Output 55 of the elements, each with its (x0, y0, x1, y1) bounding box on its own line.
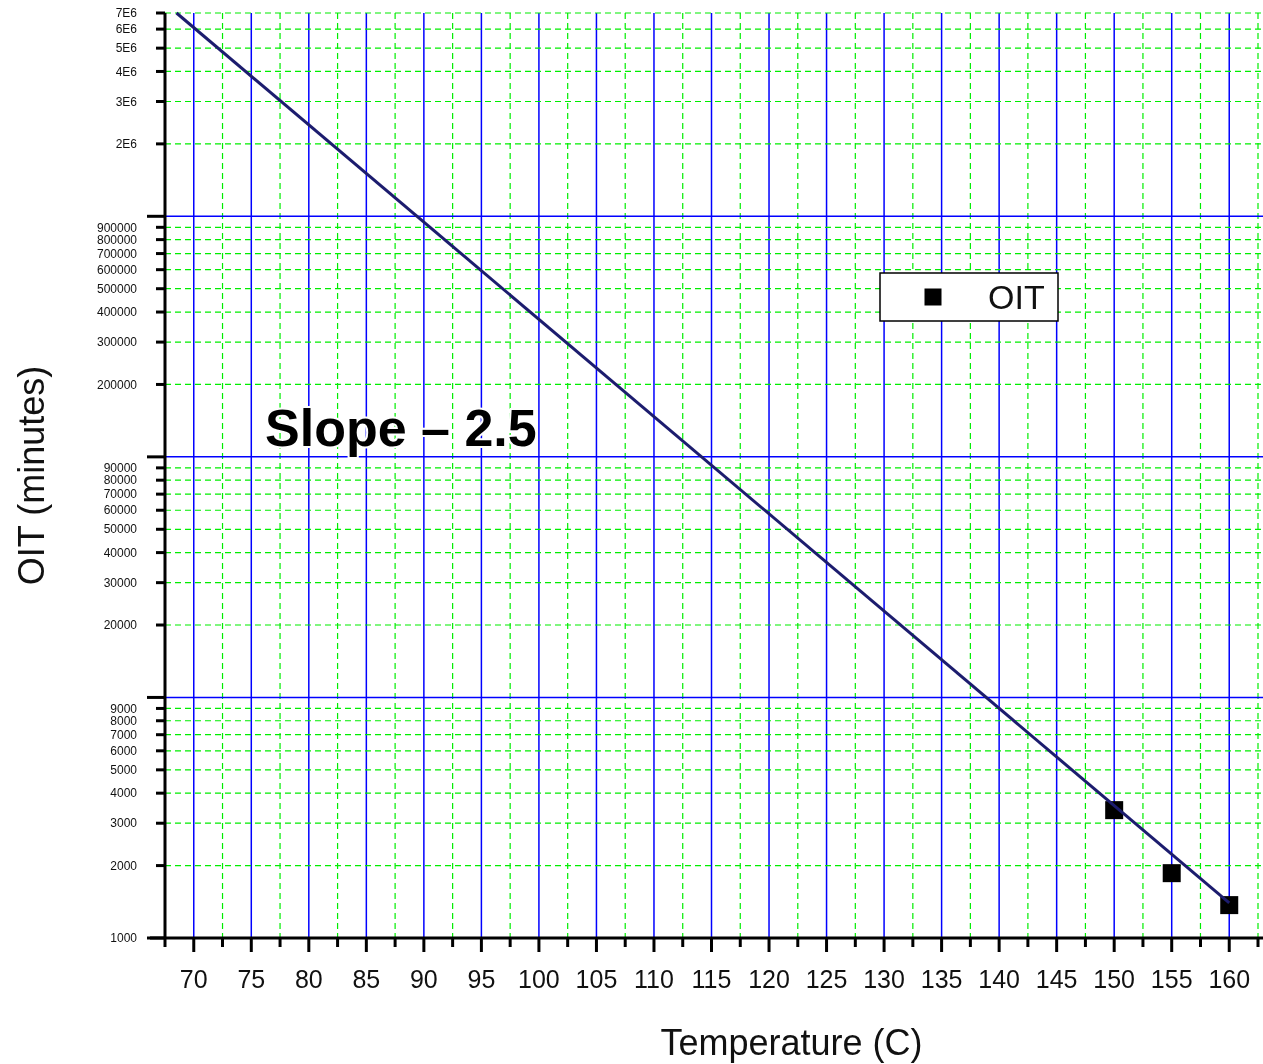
x-tick-label: 130 (863, 965, 905, 993)
y-tick-label: 200000 (96, 377, 138, 392)
y-tick-label: 6E6 (115, 22, 138, 37)
y-tick-label: 3000 (110, 816, 138, 831)
x-tick-label: 90 (409, 965, 438, 993)
y-tick-label: 2000 (110, 858, 138, 873)
x-tick-label: 100 (518, 965, 560, 993)
y-tick-label: 600000 (96, 262, 138, 277)
y-tick-label: 5E6 (115, 41, 138, 56)
x-tick-label: 110 (634, 965, 674, 993)
y-tick-label: 20000 (103, 618, 138, 633)
x-tick-label: 150 (1093, 965, 1136, 993)
y-tick-label: 70000 (103, 487, 138, 502)
point (1220, 896, 1239, 915)
point (1162, 864, 1181, 883)
x-tick-label: 115 (691, 965, 732, 993)
y-tick-label: 800000 (96, 232, 138, 247)
x-tick-label: 145 (1035, 965, 1078, 993)
y-tick-label: 4000 (110, 786, 138, 801)
y-tick-label: 300000 (96, 335, 138, 350)
x-tick-label: 75 (237, 965, 266, 993)
y-tick-label: 700000 (96, 246, 138, 261)
y-tick-label: 1000 (110, 931, 138, 946)
x-tick-label: 85 (352, 965, 381, 993)
y-tick-label: 900000 (96, 220, 138, 235)
x-tick-label: 80 (294, 965, 323, 993)
y-tick-label: 7E6 (115, 6, 138, 21)
x-tick-label: 155 (1150, 965, 1193, 993)
y-axis-title: OIT (minutes) (11, 365, 52, 586)
y-tick-label: 50000 (103, 522, 138, 537)
y-tick-label: 80000 (103, 473, 138, 488)
x-tick-label: 160 (1208, 965, 1251, 993)
y-tick-label: 30000 (103, 575, 138, 590)
y-tick-label: 2E6 (115, 137, 138, 152)
y-tick-label: 9000 (110, 701, 138, 716)
y-tick-label: 6000 (110, 744, 138, 758)
x-tick-label: 70 (179, 965, 208, 993)
x-tick-label: 125 (805, 965, 848, 993)
y-tick-label: 8000 (110, 713, 138, 728)
x-tick-label: 95 (467, 965, 496, 993)
y-tick-label: 60000 (103, 503, 138, 518)
y-tick-label: 40000 (103, 545, 138, 560)
y-tick-label: 500000 (96, 281, 138, 296)
y-tick-label: 4E6 (115, 64, 138, 79)
legend-label: OIT (988, 277, 1045, 316)
y-tick-label: 90000 (103, 461, 138, 476)
x-tick-label: 105 (575, 965, 618, 993)
x-tick-label: 120 (748, 965, 790, 993)
y-tick-label: 5000 (110, 763, 138, 778)
y-tick-label: 3E6 (115, 94, 138, 109)
x-tick-label: 140 (978, 965, 1020, 993)
y-tick-label: 7000 (110, 727, 138, 742)
y-tick-label: 400000 (96, 305, 138, 320)
x-axis-title: Temperature (C) (660, 1022, 923, 1063)
x-tick-label: 135 (920, 965, 963, 993)
